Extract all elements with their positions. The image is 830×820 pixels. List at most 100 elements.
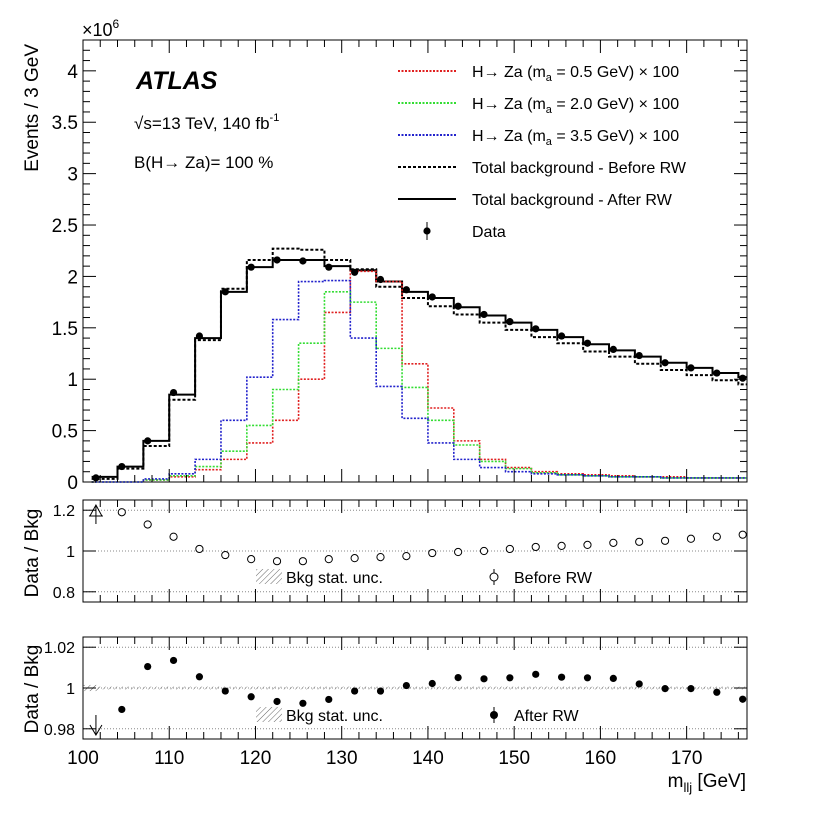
ratio-ytick-label: 1: [66, 681, 75, 698]
ratio1-panel: 0.8 1 1.2: [53, 500, 747, 602]
ratio-point: [376, 553, 385, 562]
ratio-point: [144, 662, 152, 671]
ratio1-legend-marker: [489, 569, 499, 585]
ratio-point: [169, 532, 178, 541]
ratio-point: [687, 685, 695, 693]
data-point: [273, 256, 281, 264]
ratio-point: [635, 680, 643, 688]
main-ytick-label: 1.5: [52, 319, 78, 340]
series-sig05: [91, 270, 747, 483]
stat-unc-band: [91, 686, 748, 690]
data-point: [506, 318, 514, 326]
ratio-point: [480, 675, 488, 683]
data-point: [635, 351, 643, 360]
energy-label: √s=13 TeV, 140 fb-1: [134, 112, 279, 133]
ratio-point: [298, 557, 307, 566]
data-point: [247, 263, 255, 271]
ratio1-ylabel: Data / Bkg: [22, 509, 43, 598]
ratio-point: [428, 548, 437, 558]
data-point: [351, 268, 359, 276]
xtick-label: 130: [326, 748, 358, 769]
data-point: [376, 275, 385, 284]
legend-label-data: Data: [472, 224, 506, 241]
data-point: [532, 325, 540, 333]
data-point: [299, 257, 307, 265]
ratio-point: [686, 534, 696, 543]
legend-label-sig05: H→ Za (ma = 0.5 GeV) × 100: [472, 64, 679, 84]
ratio2-hatch-legend-box: [256, 707, 282, 722]
ratio-point: [221, 687, 229, 695]
data-point: [195, 332, 204, 340]
data-point: [609, 345, 617, 353]
ratio-point: [195, 544, 204, 554]
ratio-point: [325, 695, 333, 704]
legend-label-before: Total background - Before RW: [472, 160, 687, 177]
ratio-ytick-label: 1: [66, 544, 75, 561]
ratio-point: [557, 541, 566, 551]
main-panel-frame: [82, 39, 748, 483]
ratio-point: [583, 540, 592, 549]
ratio-ytick-label: 1.02: [44, 640, 75, 657]
ratio2-legend-unc: Bkg stat. unc.: [286, 708, 383, 725]
ratio-point: [739, 695, 747, 703]
series-after: [91, 258, 747, 478]
xtick-label: 140: [412, 748, 444, 769]
overflow-arrow-down-head: [89, 724, 103, 736]
main-ytick-label: 0.5: [52, 422, 78, 443]
ratio1-legend-before: Before RW: [514, 570, 593, 587]
data-point: [325, 263, 333, 271]
data-point: [687, 364, 695, 372]
ratio-point: [713, 688, 721, 696]
xtick-label: 110: [154, 748, 184, 769]
data-point: [144, 437, 152, 445]
main-ytick-label: 1: [67, 370, 78, 391]
ratio-point: [195, 673, 204, 681]
ratio-ytick-label: 1.2: [53, 503, 75, 520]
ratio-point: [557, 673, 566, 681]
ratio-point: [247, 555, 256, 564]
ratio-point: [583, 674, 592, 682]
ratio-point: [454, 673, 462, 682]
ratio-point: [635, 537, 644, 546]
br-label: B(H→ Za)= 100 %: [134, 153, 273, 172]
ratio-point: [428, 679, 436, 688]
ratio-point: [609, 674, 617, 683]
main-panel: 0 0.5 1 1.5 2 2.5 3 3.5 4: [52, 40, 747, 494]
main-ytick-label: 2.5: [52, 216, 78, 237]
ratio-point: [143, 520, 152, 529]
ratio1-hatch-legend-box: [256, 569, 282, 584]
atlas-label: ATLAS: [135, 67, 218, 95]
data-point: [428, 293, 436, 301]
ratio-point: [402, 681, 410, 690]
ratio-point: [350, 554, 359, 563]
data-point: [402, 286, 410, 294]
ratio-point: [505, 544, 514, 554]
ratio1-legend-unc: Bkg stat. unc.: [286, 570, 383, 587]
ratio-point: [273, 697, 281, 706]
ratio-point: [118, 705, 126, 714]
legend-data-marker: [423, 227, 431, 235]
data-point: [557, 332, 566, 340]
ratio-point: [376, 687, 385, 695]
xtick-label: 160: [585, 748, 617, 769]
legend: H→ Za (ma = 0.5 GeV) × 100 H→ Za (ma = 2.…: [398, 64, 687, 241]
xtick-label: 100: [67, 748, 99, 769]
data-point: [118, 462, 126, 471]
main-ylabel: Events / 3 GeV: [22, 44, 43, 172]
data-point: [583, 339, 592, 347]
y-multiplier: ×106: [82, 17, 120, 40]
ratio-point: [402, 552, 411, 561]
data-point: [480, 310, 488, 319]
legend-label-sig35: H→ Za (ma = 3.5 GeV) × 100: [472, 128, 679, 148]
series-sig35: [91, 279, 747, 483]
legend-label-after: Total background - After RW: [472, 192, 673, 209]
ratio-point: [479, 546, 489, 556]
ratio-ytick-label: 0.98: [44, 722, 75, 739]
data-point: [92, 474, 100, 482]
ratio-point: [661, 685, 669, 693]
main-ytick-label: 3.5: [52, 113, 78, 134]
ratio-point: [609, 538, 618, 547]
ratio-ytick-label: 0.8: [53, 585, 75, 602]
ratio2-legend-after: After RW: [514, 708, 580, 725]
ratio-point: [351, 687, 359, 695]
